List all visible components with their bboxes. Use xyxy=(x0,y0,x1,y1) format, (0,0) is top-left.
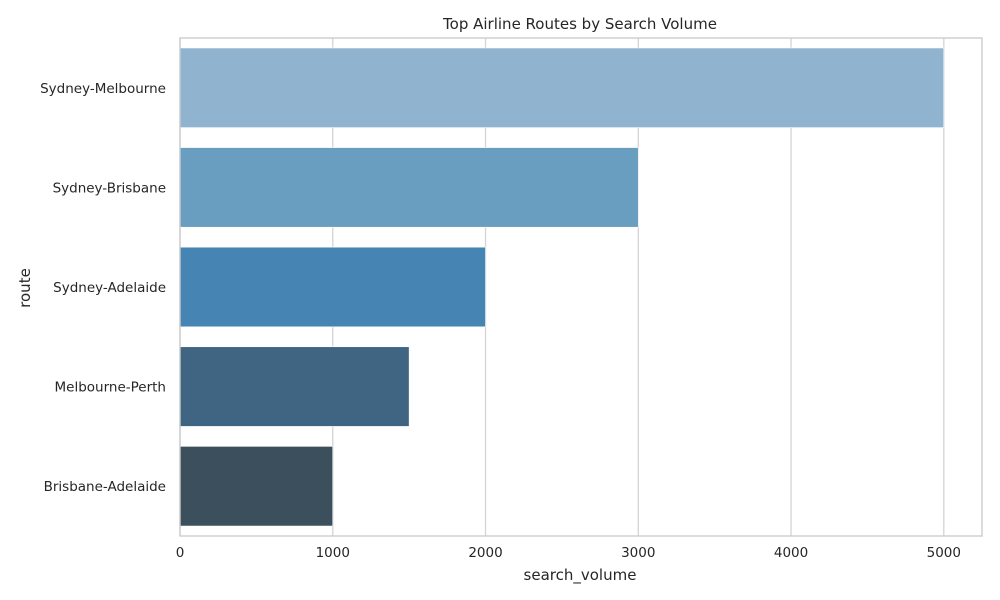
y-tick-label: Brisbane-Adelaide xyxy=(44,479,166,495)
y-tick-labels: Sydney-Melbourne Sydney-Brisbane Sydney-Ad… xyxy=(40,81,166,495)
y-tick-label: Sydney-Adelaide xyxy=(53,280,166,296)
bar-sydney-brisbane xyxy=(179,147,639,228)
y-axis-label: route xyxy=(16,268,34,308)
bar-brisbane-adelaide xyxy=(179,446,334,527)
x-tick-label: 0 xyxy=(176,545,185,561)
bar-sydney-adelaide xyxy=(179,246,486,328)
x-tick-label: 2000 xyxy=(468,545,502,561)
y-tick-label: Sydney-Melbourne xyxy=(40,81,166,97)
x-tick-label: 4000 xyxy=(774,545,808,561)
x-tick-labels: 0 1000 2000 3000 4000 5000 xyxy=(176,545,961,561)
bar-melbourne-perth xyxy=(179,346,410,427)
bar-sydney-melbourne xyxy=(179,47,945,128)
axes-frame xyxy=(179,37,983,537)
chart-title: Top Airline Routes by Search Volume xyxy=(442,15,717,33)
x-tick-label: 3000 xyxy=(621,545,655,561)
x-tick-label: 5000 xyxy=(927,545,961,561)
y-tick-label: Sydney-Brisbane xyxy=(53,180,166,196)
x-tick-label: 1000 xyxy=(316,545,350,561)
bars xyxy=(179,47,945,527)
x-axis-label: search_volume xyxy=(524,566,637,585)
plot-frame xyxy=(179,37,983,537)
y-tick-label: Melbourne-Perth xyxy=(54,380,166,396)
